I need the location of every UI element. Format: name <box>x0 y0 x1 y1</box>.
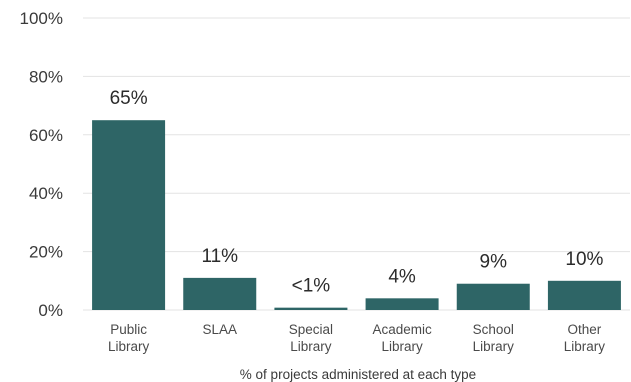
x-tick-label: SLAA <box>202 322 237 337</box>
bars <box>92 120 621 310</box>
data-labels: 65% 11% <1% 4% 9% 10% <box>110 88 604 296</box>
data-label: 9% <box>480 252 508 273</box>
x-tick-label: Library <box>564 339 606 354</box>
x-tick-label: Other <box>568 322 602 337</box>
y-tick-label: 80% <box>29 67 63 86</box>
x-tick-label: Special <box>289 322 333 337</box>
bar <box>183 277 257 310</box>
gridlines <box>83 17 630 311</box>
x-tick-label: School <box>473 322 514 337</box>
y-axis-ticks: 0% 20% 40% 60% 80% 100% <box>20 9 63 320</box>
y-tick-label: 0% <box>38 301 63 320</box>
bar <box>274 307 348 310</box>
y-tick-label: 20% <box>29 243 63 262</box>
x-tick-label: Library <box>381 339 423 354</box>
x-tick-label: Public <box>110 322 147 337</box>
bar <box>365 298 439 310</box>
y-tick-label: 40% <box>29 184 63 203</box>
x-axis-ticks: Public Library SLAA Special Library Academic L… <box>108 322 605 354</box>
y-tick-label: 60% <box>29 126 63 145</box>
bar <box>92 120 166 310</box>
data-label: 10% <box>565 249 603 270</box>
bar <box>456 283 530 310</box>
x-tick-label: Library <box>473 339 515 354</box>
data-label: <1% <box>292 276 331 297</box>
x-axis-title: % of projects administered at each type <box>240 367 476 382</box>
data-label: 65% <box>110 88 148 109</box>
data-label: 4% <box>388 266 416 287</box>
data-label: 11% <box>201 246 238 267</box>
bar <box>547 280 621 310</box>
y-tick-label: 100% <box>20 9 63 28</box>
x-tick-label: Library <box>108 339 150 354</box>
x-tick-label: Academic <box>372 322 432 337</box>
x-tick-label: Library <box>290 339 332 354</box>
